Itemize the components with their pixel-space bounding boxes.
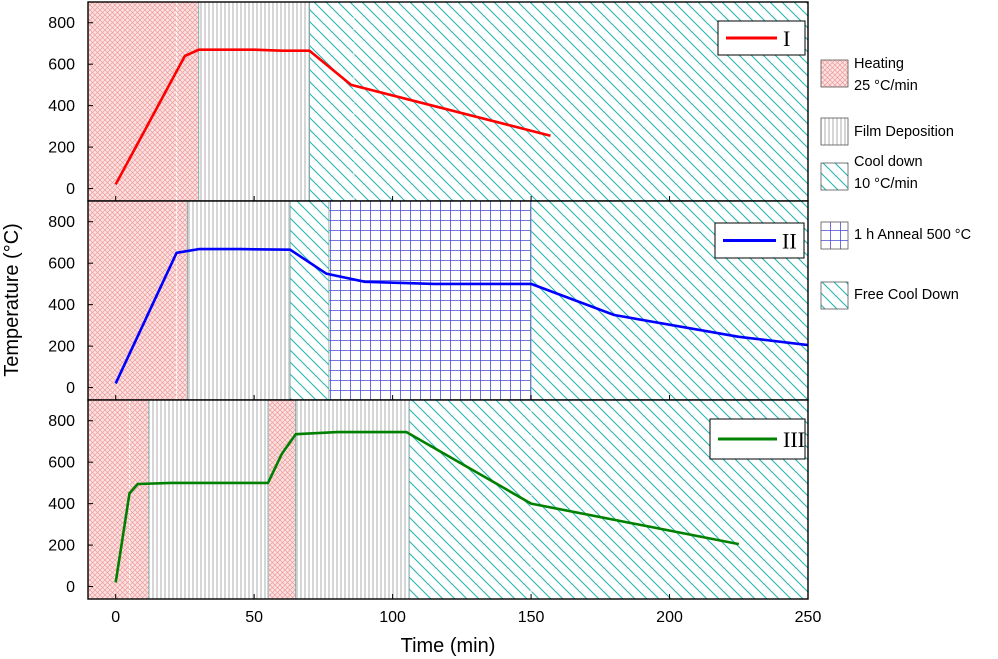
panels: 0 200 400 600 800 I 0 200 400 600 800 II 0 200 400 600 8… <box>48 1 822 626</box>
legend-item-deposition: Film Deposition <box>820 117 954 146</box>
legend-label: Heating <box>854 56 904 72</box>
region-cooldown <box>290 201 329 400</box>
legend-swatch <box>820 117 849 146</box>
y-tick-label: 400 <box>48 297 75 314</box>
legend-label: Free Cool Down <box>854 287 959 303</box>
legend-label: Cool down <box>854 154 923 170</box>
legend-label: 10 °C/min <box>854 176 918 192</box>
legend-label: 25 °C/min <box>854 78 918 94</box>
panel-label: I <box>783 26 790 51</box>
y-tick-label: 0 <box>66 181 75 198</box>
x-tick-label: 200 <box>656 609 683 626</box>
y-tick-label: 200 <box>48 339 75 356</box>
x-tick-label: 150 <box>518 609 545 626</box>
panel-label-box-2: II <box>714 222 805 259</box>
region-deposition <box>148 400 268 599</box>
legend-label: 1 h Anneal 500 °C <box>854 227 971 243</box>
series-line-2 <box>114 247 808 384</box>
panel-3 <box>88 400 808 599</box>
panel-label-box-3: III <box>709 418 806 460</box>
legend-swatch <box>820 59 849 88</box>
legend-swatch <box>820 162 849 191</box>
y-tick-label: 800 <box>48 413 75 430</box>
y-tick-label: 600 <box>48 57 75 74</box>
legend-swatch <box>820 281 849 310</box>
panel-2 <box>88 201 808 400</box>
legend-label: Film Deposition <box>854 124 954 140</box>
y-axis-title: Temperature (°C) <box>1 223 23 377</box>
x-tick-label: 0 <box>111 609 120 626</box>
x-tick-label: 100 <box>379 609 406 626</box>
legend-item-heating: Heating 25 °C/min <box>820 56 918 94</box>
y-tick-label: 400 <box>48 98 75 115</box>
y-tick-label: 0 <box>66 380 75 397</box>
panel-label: II <box>782 229 797 254</box>
series-line-1 <box>114 48 551 186</box>
x-axis-title: Time (min) <box>401 635 496 657</box>
panel-label-box-1: I <box>717 20 806 56</box>
panel-frame <box>87 399 809 600</box>
region-deposition <box>187 201 291 400</box>
series-line-3 <box>114 430 740 583</box>
y-tick-label: 800 <box>48 15 75 32</box>
x-tick-label: 250 <box>795 609 822 626</box>
y-tick-label: 600 <box>48 455 75 472</box>
legend: Heating 25 °C/min Film Deposition Cool down… <box>820 56 971 310</box>
legend-item-anneal: 1 h Anneal 500 °C <box>820 221 971 250</box>
y-tick-label: 600 <box>48 256 75 273</box>
panel-label: III <box>783 427 805 452</box>
region-deposition <box>198 2 310 201</box>
x-tick-label: 50 <box>245 609 263 626</box>
legend-item-freecool: Free Cool Down <box>820 281 959 310</box>
panel-1 <box>88 2 808 201</box>
y-tick-label: 200 <box>48 140 75 157</box>
region-heating <box>88 201 188 400</box>
y-tick-label: 400 <box>48 496 75 513</box>
region-heating <box>268 400 296 599</box>
y-tick-label: 800 <box>48 214 75 231</box>
region-deposition <box>295 400 410 599</box>
y-tick-label: 0 <box>66 579 75 596</box>
legend-swatch <box>820 221 849 250</box>
legend-item-cooldown: Cool down 10 °C/min <box>820 154 923 192</box>
region-anneal <box>328 201 532 400</box>
region-heating <box>88 2 199 201</box>
y-tick-label: 200 <box>48 538 75 555</box>
